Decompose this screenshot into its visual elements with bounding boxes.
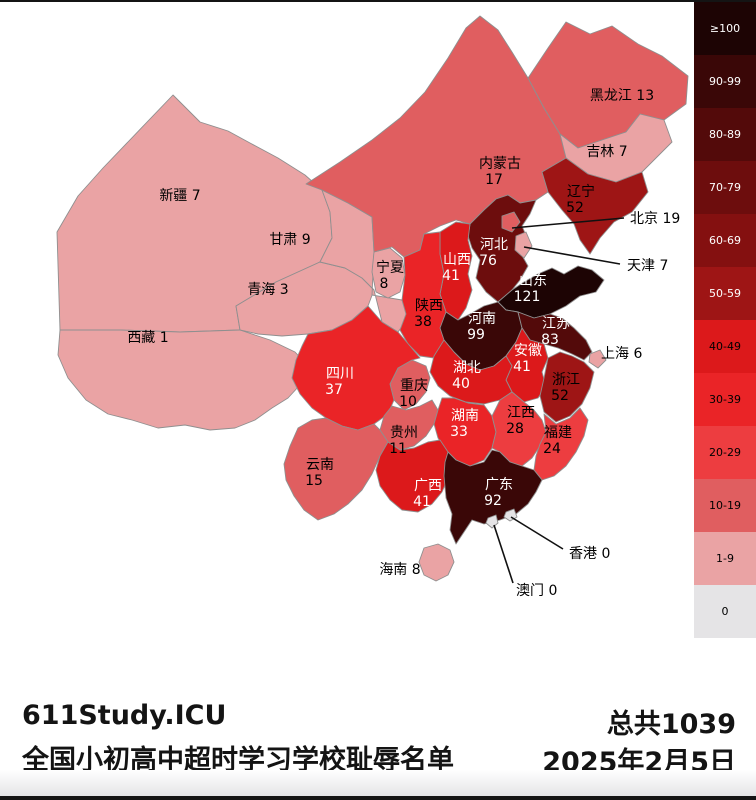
label-macau: 澳门 0 [516, 583, 557, 599]
province-shanghai [588, 349, 607, 369]
label-shandong: 山东 121 [514, 273, 547, 305]
label-jiangxi: 江西 28 [506, 405, 535, 437]
province-guangdong [443, 449, 543, 545]
province-fujian [533, 407, 589, 481]
china-map-svg: 新疆 7 西藏 1 青海 3 甘肃 9 宁夏 8 内蒙古 17 黑龙江 13 吉林 7 辽宁 52 北京… [56, 15, 689, 599]
label-hunan: 湖南 33 [450, 408, 479, 440]
province-tianjin [514, 231, 533, 259]
brand-title: 611Study.ICU [22, 700, 227, 731]
label-liaoning: 辽宁 52 [566, 183, 595, 216]
label-qinghai: 青海 3 [247, 282, 288, 298]
hongkong-callout-line [510, 516, 564, 550]
legend-bucket: 10-19 [694, 479, 756, 532]
label-yunnan: 云南 15 [305, 457, 334, 489]
label-tianjin: 天津 7 [627, 258, 668, 274]
label-hongkong: 香港 0 [569, 546, 610, 562]
province-liaoning [541, 157, 649, 255]
label-shaanxi: 陕西 38 [414, 298, 443, 330]
label-gansu: 甘肃 9 [269, 232, 310, 248]
legend-bucket: 40-49 [694, 320, 756, 373]
label-heilongjiang: 黑龙江 13 [590, 88, 654, 104]
label-zhejiang: 浙江 52 [551, 372, 580, 404]
label-shanghai: 上海 6 [601, 346, 642, 362]
footer: 611Study.ICU 全国小初高中超时学习学校耻辱名单 总共1039 202… [0, 692, 756, 778]
label-jilin: 吉林 7 [586, 144, 627, 160]
province-guangxi [375, 439, 453, 513]
beijing-callout-line [511, 217, 625, 229]
label-beijing: 北京 19 [630, 211, 680, 227]
label-jiangsu: 江苏 83 [541, 316, 570, 348]
legend-bucket: 60-69 [694, 214, 756, 267]
label-sichuan: 四川 37 [325, 366, 354, 398]
label-hebei: 河北 76 [479, 237, 508, 269]
legend-bucket: 80-89 [694, 108, 756, 161]
label-hubei: 湖北 40 [452, 360, 481, 392]
legend: ≥100 90-99 80-89 70-79 60-69 50-59 40-49 30-39 2… [694, 2, 756, 638]
bottom-border-bar [0, 796, 756, 800]
label-shanxi: 山西 41 [442, 252, 471, 284]
label-henan: 河南 99 [467, 311, 496, 343]
province-hunan [433, 397, 497, 467]
label-guangxi: 广西 41 [413, 478, 442, 510]
label-hainan: 海南 8 [379, 562, 420, 578]
label-chongqing: 重庆 10 [399, 378, 428, 410]
province-zhejiang [539, 351, 595, 423]
province-sichuan [291, 305, 421, 431]
top-border-bar [0, 0, 756, 2]
tianjin-callout-line [523, 246, 621, 265]
china-map: 新疆 7 西藏 1 青海 3 甘肃 9 宁夏 8 内蒙古 17 黑龙江 13 吉林 7 辽宁 52 北京… [56, 15, 689, 599]
province-ningxia [371, 247, 406, 299]
legend-bucket: 70-79 [694, 161, 756, 214]
label-fujian: 福建 24 [543, 425, 572, 457]
province-yunnan [283, 417, 389, 521]
legend-bucket: 20-29 [694, 426, 756, 479]
label-xizang: 西藏 1 [127, 330, 168, 346]
province-jiangxi [491, 391, 547, 467]
legend-bucket: 0 [694, 585, 756, 638]
label-ningxia: 宁夏 8 [376, 259, 404, 292]
total-count: 总共1039 [606, 709, 736, 740]
label-xinjiang: 新疆 7 [159, 188, 200, 204]
province-xizang [57, 329, 311, 431]
macau-callout-line [493, 524, 514, 584]
legend-bucket: ≥100 [694, 2, 756, 55]
legend-bucket: 1-9 [694, 532, 756, 585]
label-guangdong: 广东 92 [484, 477, 513, 509]
footer-fade [0, 770, 756, 796]
province-hainan [418, 543, 455, 582]
label-neimenggu: 内蒙古 17 [479, 156, 521, 188]
label-anhui: 安徽 41 [513, 343, 542, 375]
legend-bucket: 90-99 [694, 55, 756, 108]
legend-bucket: 30-39 [694, 373, 756, 426]
legend-bucket: 50-59 [694, 267, 756, 320]
label-guizhou: 贵州 11 [389, 425, 418, 457]
